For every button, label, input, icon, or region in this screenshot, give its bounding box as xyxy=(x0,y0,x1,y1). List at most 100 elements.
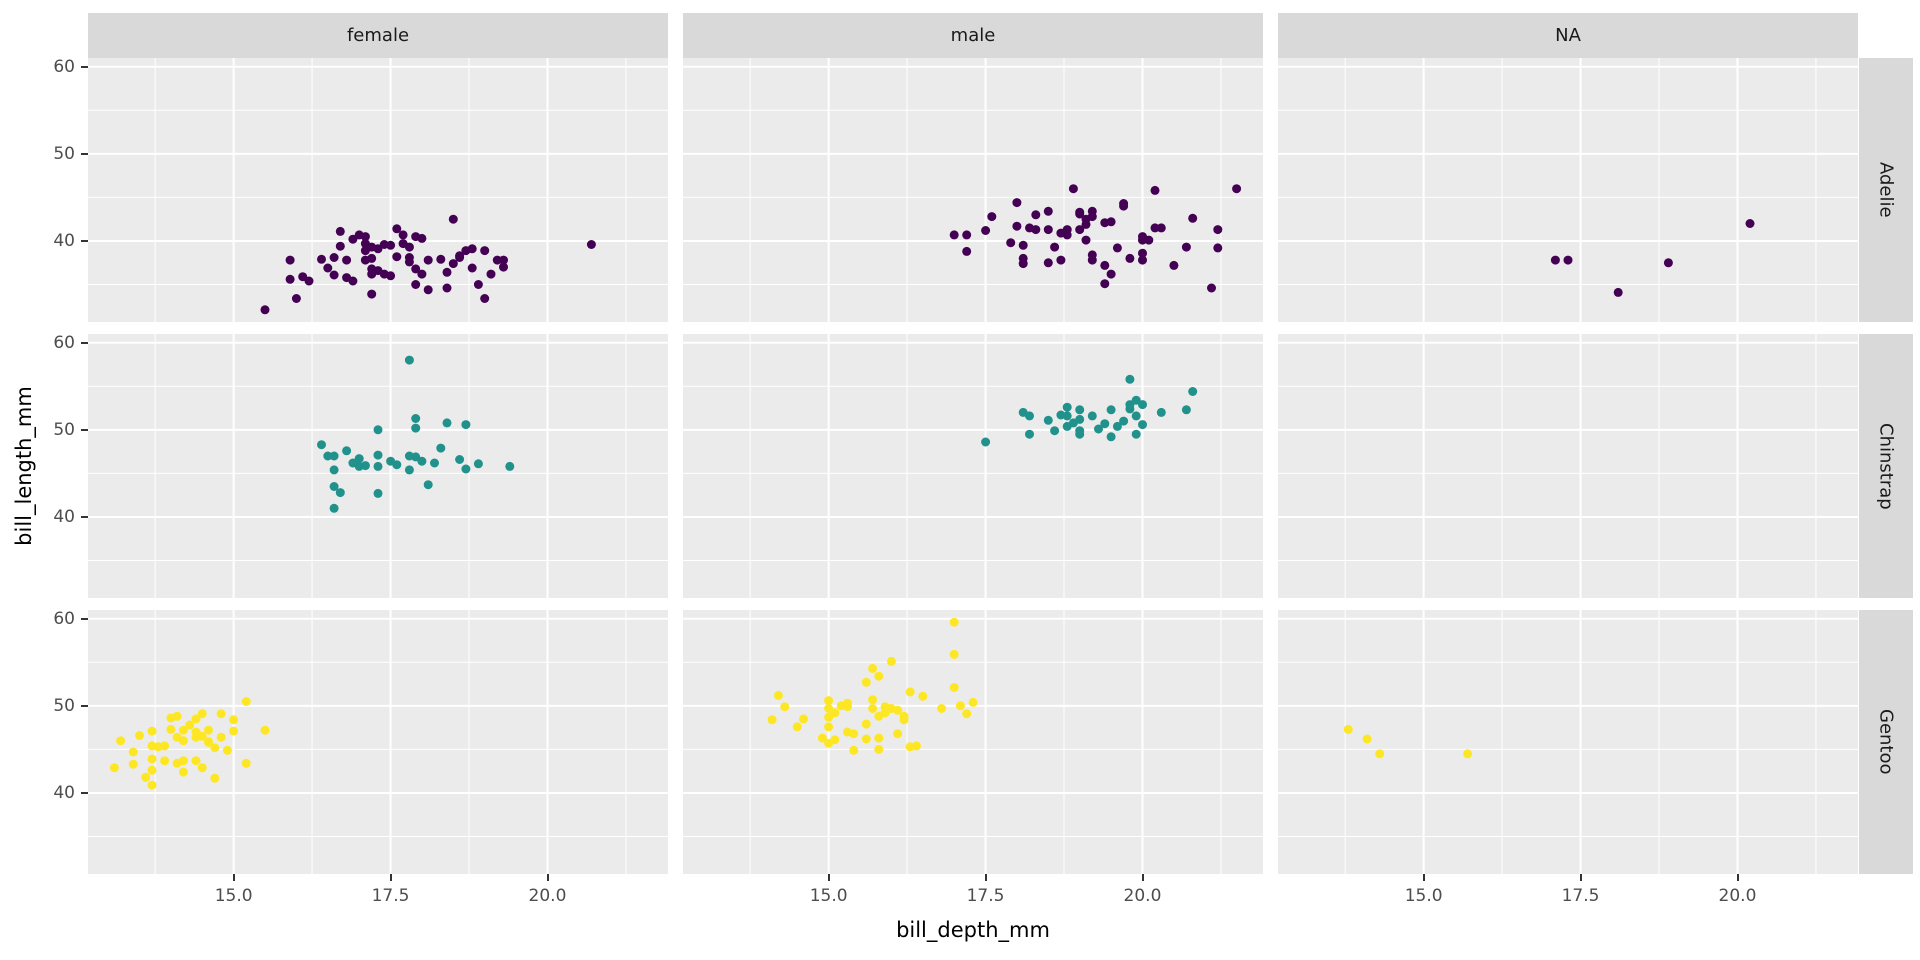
data-point xyxy=(367,289,377,299)
data-point xyxy=(1138,248,1147,258)
data-point xyxy=(335,226,345,236)
y-tick-mark xyxy=(81,428,88,431)
data-point xyxy=(1144,235,1154,245)
data-point xyxy=(285,255,295,265)
scatter-layer-Chinstrap-NA xyxy=(1278,334,1858,598)
data-point xyxy=(499,255,508,265)
data-point xyxy=(981,226,991,235)
x-tick-mark xyxy=(1736,874,1739,881)
data-point xyxy=(949,230,959,240)
data-point xyxy=(1043,415,1053,425)
data-point xyxy=(342,255,352,265)
data-point xyxy=(1075,207,1085,217)
data-point xyxy=(893,705,903,715)
data-point xyxy=(480,294,490,303)
data-point xyxy=(204,737,213,747)
data-point xyxy=(461,420,471,430)
data-point xyxy=(1043,258,1053,268)
data-point xyxy=(1012,198,1022,208)
x-tick-label: 17.5 xyxy=(371,886,410,906)
scatter-layer-Gentoo-female xyxy=(88,610,668,874)
data-point xyxy=(404,253,414,262)
data-point xyxy=(824,704,834,713)
data-point xyxy=(1018,259,1028,269)
data-point xyxy=(442,418,452,428)
x-tick-label: 15.0 xyxy=(809,886,848,906)
data-point xyxy=(448,259,458,269)
y-tick-mark xyxy=(81,152,88,155)
data-point xyxy=(147,726,157,736)
data-point xyxy=(178,725,188,735)
y-tick-label: 60 xyxy=(53,332,75,353)
data-point xyxy=(874,733,884,743)
y-tick-mark xyxy=(81,239,88,242)
data-point xyxy=(1094,424,1103,434)
data-point xyxy=(962,246,972,256)
x-tick-label: 15.0 xyxy=(1404,886,1443,906)
data-point xyxy=(1188,213,1198,223)
data-point xyxy=(411,423,421,433)
data-point xyxy=(868,695,878,705)
data-point xyxy=(335,488,345,498)
data-point xyxy=(1156,223,1166,233)
data-point xyxy=(417,269,427,279)
scatter-layer-Gentoo-male xyxy=(683,610,1263,874)
data-point xyxy=(861,677,871,687)
data-point xyxy=(1075,405,1085,415)
data-point xyxy=(1463,749,1473,759)
data-point xyxy=(962,709,972,719)
data-point xyxy=(1125,253,1135,263)
data-point xyxy=(1188,387,1198,396)
data-point xyxy=(1050,426,1060,436)
row-strip-Gentoo: Gentoo xyxy=(1859,610,1913,874)
data-point xyxy=(1100,279,1110,289)
data-point xyxy=(473,459,483,469)
data-point xyxy=(1050,242,1060,252)
data-point xyxy=(216,709,226,719)
data-point xyxy=(436,254,446,264)
data-point xyxy=(773,690,783,700)
data-point xyxy=(1207,283,1216,293)
data-point xyxy=(467,263,477,273)
data-point xyxy=(1362,734,1372,744)
x-axis-title: bill_depth_mm xyxy=(896,918,1050,942)
data-point xyxy=(147,780,157,790)
data-point xyxy=(1663,258,1673,268)
data-point xyxy=(1169,260,1179,270)
x-tick-mark xyxy=(1141,874,1144,881)
data-point xyxy=(386,240,396,250)
data-point xyxy=(987,212,997,222)
data-point xyxy=(197,763,207,773)
data-point xyxy=(1343,724,1353,734)
data-point xyxy=(824,696,834,706)
data-point xyxy=(348,458,358,468)
data-point xyxy=(436,443,446,453)
data-point xyxy=(1075,225,1085,235)
data-point xyxy=(178,756,188,766)
data-point xyxy=(411,280,421,289)
data-point xyxy=(824,712,834,722)
data-point xyxy=(1025,411,1034,421)
data-point xyxy=(1068,184,1078,194)
data-point xyxy=(317,254,326,264)
data-point xyxy=(1112,421,1122,431)
data-point xyxy=(1131,429,1141,439)
facet-panel-Adelie-female xyxy=(88,58,668,322)
data-point xyxy=(1106,217,1116,227)
data-point xyxy=(323,263,333,273)
data-point xyxy=(1112,243,1122,253)
data-point xyxy=(329,451,339,461)
data-point xyxy=(874,744,884,754)
data-point xyxy=(1745,219,1755,228)
data-point xyxy=(329,253,339,262)
data-point xyxy=(404,465,414,475)
scatter-layer-Chinstrap-female xyxy=(88,334,668,598)
data-point xyxy=(861,719,871,729)
data-point xyxy=(1138,235,1147,245)
data-point xyxy=(229,715,239,725)
y-tick-label: 40 xyxy=(53,506,75,527)
data-point xyxy=(1150,185,1160,195)
data-point xyxy=(586,240,596,249)
data-point xyxy=(861,734,871,744)
data-point xyxy=(955,701,965,711)
